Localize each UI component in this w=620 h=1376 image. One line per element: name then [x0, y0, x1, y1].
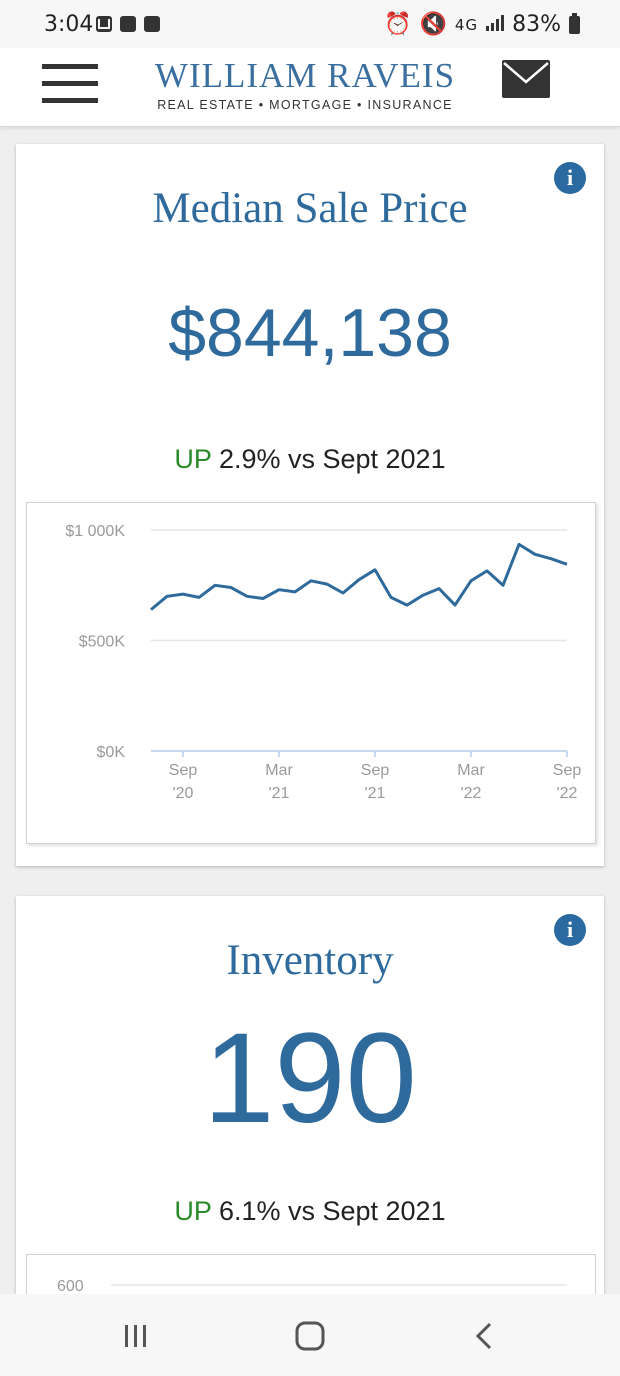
change-direction: UP	[174, 1196, 212, 1226]
y-tick-label: $0K	[97, 744, 126, 761]
logo[interactable]: WILLIAM RAVEIS REAL ESTATE • MORTGAGE • …	[150, 56, 460, 112]
mail-notification-icon	[96, 16, 112, 32]
system-nav-bar	[0, 1294, 620, 1376]
app-header: WILLIAM RAVEIS REAL ESTATE • MORTGAGE • …	[0, 48, 620, 127]
info-icon[interactable]: i	[554, 914, 586, 946]
change-text: 6.1% vs Sept 2021	[218, 1196, 446, 1226]
median-price-chart[interactable]: $1 000K $500K $0K Sep '20 Mar '21 Sep '21 Mar '22 S…	[26, 502, 596, 844]
x-tick-label: Sep	[361, 762, 390, 779]
x-tick-label: Sep	[553, 762, 582, 779]
card-change: UP 6.1% vs Sept 2021	[16, 1196, 604, 1227]
median-price-series-line	[150, 542, 568, 611]
median-price-chart-svg: $1 000K $500K $0K Sep '20 Mar '21 Sep '21 Mar '22 S…	[65, 523, 582, 802]
x-tick-label: '20	[173, 785, 194, 802]
status-time: 3:04	[44, 12, 94, 37]
x-tick-label: Mar	[457, 762, 485, 779]
mail-icon[interactable]	[502, 60, 550, 98]
network-type: 4G	[454, 15, 479, 34]
y-tick-label: 600	[57, 1278, 84, 1295]
alarm-icon: ⏰	[384, 12, 412, 37]
system-status: ⏰ 🔇 4G 83%	[384, 12, 580, 37]
card-title: Inventory	[226, 937, 394, 984]
card-title: Median Sale Price	[152, 185, 468, 232]
x-tick-label: '21	[365, 785, 386, 802]
x-tick-label: '21	[269, 785, 290, 802]
x-tick-label: '22	[557, 785, 578, 802]
logo-main: WILLIAM RAVEIS	[154, 56, 456, 95]
x-tick-label: '22	[461, 785, 482, 802]
card-value: $844,138	[168, 295, 452, 371]
home-icon[interactable]	[290, 1316, 330, 1356]
y-tick-label: $500K	[79, 634, 126, 651]
signal-icon	[486, 12, 505, 37]
sync-notification-icon	[144, 16, 160, 32]
image-notification-icon	[120, 16, 136, 32]
change-text: 2.9% vs Sept 2021	[218, 444, 446, 474]
recent-apps-icon[interactable]	[116, 1316, 156, 1356]
x-tick-label: Mar	[265, 762, 293, 779]
status-bar: 3:04 ⏰ 🔇 4G 83%	[0, 0, 620, 48]
info-icon[interactable]: i	[554, 162, 586, 194]
change-direction: UP	[174, 444, 212, 474]
y-tick-label: $1 000K	[65, 523, 125, 540]
logo-tagline: REAL ESTATE • MORTGAGE • INSURANCE	[157, 98, 453, 112]
mute-icon: 🔇	[419, 12, 447, 37]
card-value: 190	[203, 1007, 417, 1150]
card-change: UP 2.9% vs Sept 2021	[16, 444, 604, 475]
x-tick-label: Sep	[169, 762, 198, 779]
notification-icons	[96, 16, 160, 32]
median-sale-price-card: i Median Sale Price $844,138 UP 2.9% vs …	[16, 144, 604, 866]
inventory-card: i Inventory 190 UP 6.1% vs Sept 2021 600	[16, 896, 604, 1336]
battery-percent: 83%	[512, 12, 561, 37]
hamburger-menu-icon[interactable]	[42, 62, 98, 106]
battery-icon	[569, 12, 580, 34]
back-icon[interactable]	[464, 1316, 504, 1356]
inventory-chart-svg: 600	[57, 1278, 567, 1295]
